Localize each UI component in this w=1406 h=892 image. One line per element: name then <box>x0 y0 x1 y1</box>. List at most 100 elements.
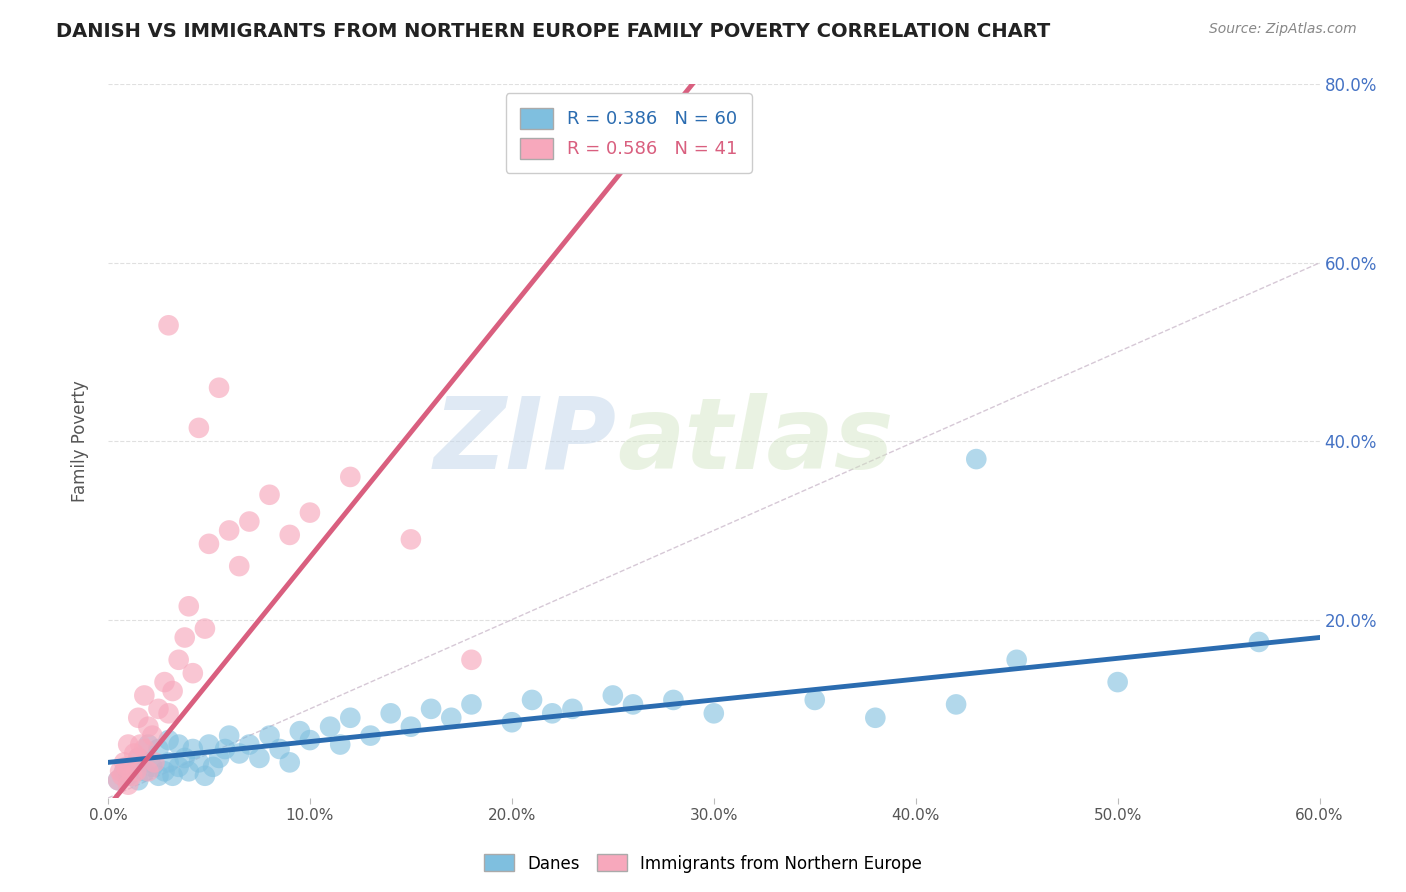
Point <box>1107 675 1129 690</box>
Point <box>157 756 180 770</box>
Point <box>208 381 231 395</box>
Point <box>319 720 342 734</box>
Point <box>157 318 180 333</box>
Point <box>201 760 224 774</box>
Text: atlas: atlas <box>617 392 893 490</box>
Point <box>703 706 725 721</box>
Point <box>865 711 887 725</box>
Point <box>117 778 139 792</box>
Text: DANISH VS IMMIGRANTS FROM NORTHERN EUROPE FAMILY POVERTY CORRELATION CHART: DANISH VS IMMIGRANTS FROM NORTHERN EUROP… <box>56 22 1050 41</box>
Point <box>138 720 160 734</box>
Point <box>181 666 204 681</box>
Point <box>541 706 564 721</box>
Point <box>339 711 361 725</box>
Point <box>127 751 149 765</box>
Point <box>520 693 543 707</box>
Point <box>1247 635 1270 649</box>
Point <box>278 528 301 542</box>
Point <box>167 738 190 752</box>
Point <box>122 747 145 761</box>
Point <box>194 769 217 783</box>
Point <box>460 653 482 667</box>
Point <box>112 756 135 770</box>
Y-axis label: Family Poverty: Family Poverty <box>72 380 89 502</box>
Point <box>177 599 200 614</box>
Point <box>198 738 221 752</box>
Point <box>117 769 139 783</box>
Point <box>945 698 967 712</box>
Point <box>143 756 166 770</box>
Point <box>621 698 644 712</box>
Point <box>111 769 134 783</box>
Point <box>181 742 204 756</box>
Point <box>501 715 523 730</box>
Point <box>153 675 176 690</box>
Point <box>187 421 209 435</box>
Point <box>329 738 352 752</box>
Point <box>228 747 250 761</box>
Point <box>134 742 156 756</box>
Point <box>214 742 236 756</box>
Point <box>259 488 281 502</box>
Point <box>173 631 195 645</box>
Point <box>339 470 361 484</box>
Point <box>460 698 482 712</box>
Point <box>194 622 217 636</box>
Point <box>141 760 163 774</box>
Point <box>125 764 148 779</box>
Point <box>298 733 321 747</box>
Point <box>108 764 131 779</box>
Point <box>238 515 260 529</box>
Point <box>148 742 170 756</box>
Point <box>965 452 987 467</box>
Point <box>269 742 291 756</box>
Point <box>298 506 321 520</box>
Point <box>162 769 184 783</box>
Point <box>1005 653 1028 667</box>
Point <box>138 764 160 779</box>
Legend: R = 0.386   N = 60, R = 0.586   N = 41: R = 0.386 N = 60, R = 0.586 N = 41 <box>506 94 752 173</box>
Point <box>157 706 180 721</box>
Point <box>440 711 463 725</box>
Legend: Danes, Immigrants from Northern Europe: Danes, Immigrants from Northern Europe <box>478 847 928 880</box>
Point <box>238 738 260 752</box>
Point <box>177 764 200 779</box>
Point <box>420 702 443 716</box>
Point <box>141 729 163 743</box>
Point <box>803 693 825 707</box>
Point <box>561 702 583 716</box>
Point <box>127 751 149 765</box>
Point <box>278 756 301 770</box>
Point <box>107 773 129 788</box>
Point <box>153 764 176 779</box>
Point <box>138 756 160 770</box>
Point <box>360 729 382 743</box>
Point <box>115 760 138 774</box>
Point <box>157 733 180 747</box>
Text: Source: ZipAtlas.com: Source: ZipAtlas.com <box>1209 22 1357 37</box>
Point <box>121 760 143 774</box>
Point <box>218 729 240 743</box>
Point <box>167 760 190 774</box>
Point <box>288 724 311 739</box>
Point <box>134 689 156 703</box>
Point <box>167 653 190 667</box>
Point <box>138 738 160 752</box>
Point <box>399 720 422 734</box>
Point <box>399 533 422 547</box>
Point <box>602 689 624 703</box>
Point <box>162 684 184 698</box>
Point <box>218 524 240 538</box>
Point <box>112 764 135 779</box>
Point <box>380 706 402 721</box>
Point <box>198 537 221 551</box>
Point <box>662 693 685 707</box>
Point <box>187 756 209 770</box>
Point <box>249 751 271 765</box>
Point <box>129 738 152 752</box>
Point <box>208 751 231 765</box>
Text: ZIP: ZIP <box>434 392 617 490</box>
Point <box>259 729 281 743</box>
Point <box>117 738 139 752</box>
Point <box>148 769 170 783</box>
